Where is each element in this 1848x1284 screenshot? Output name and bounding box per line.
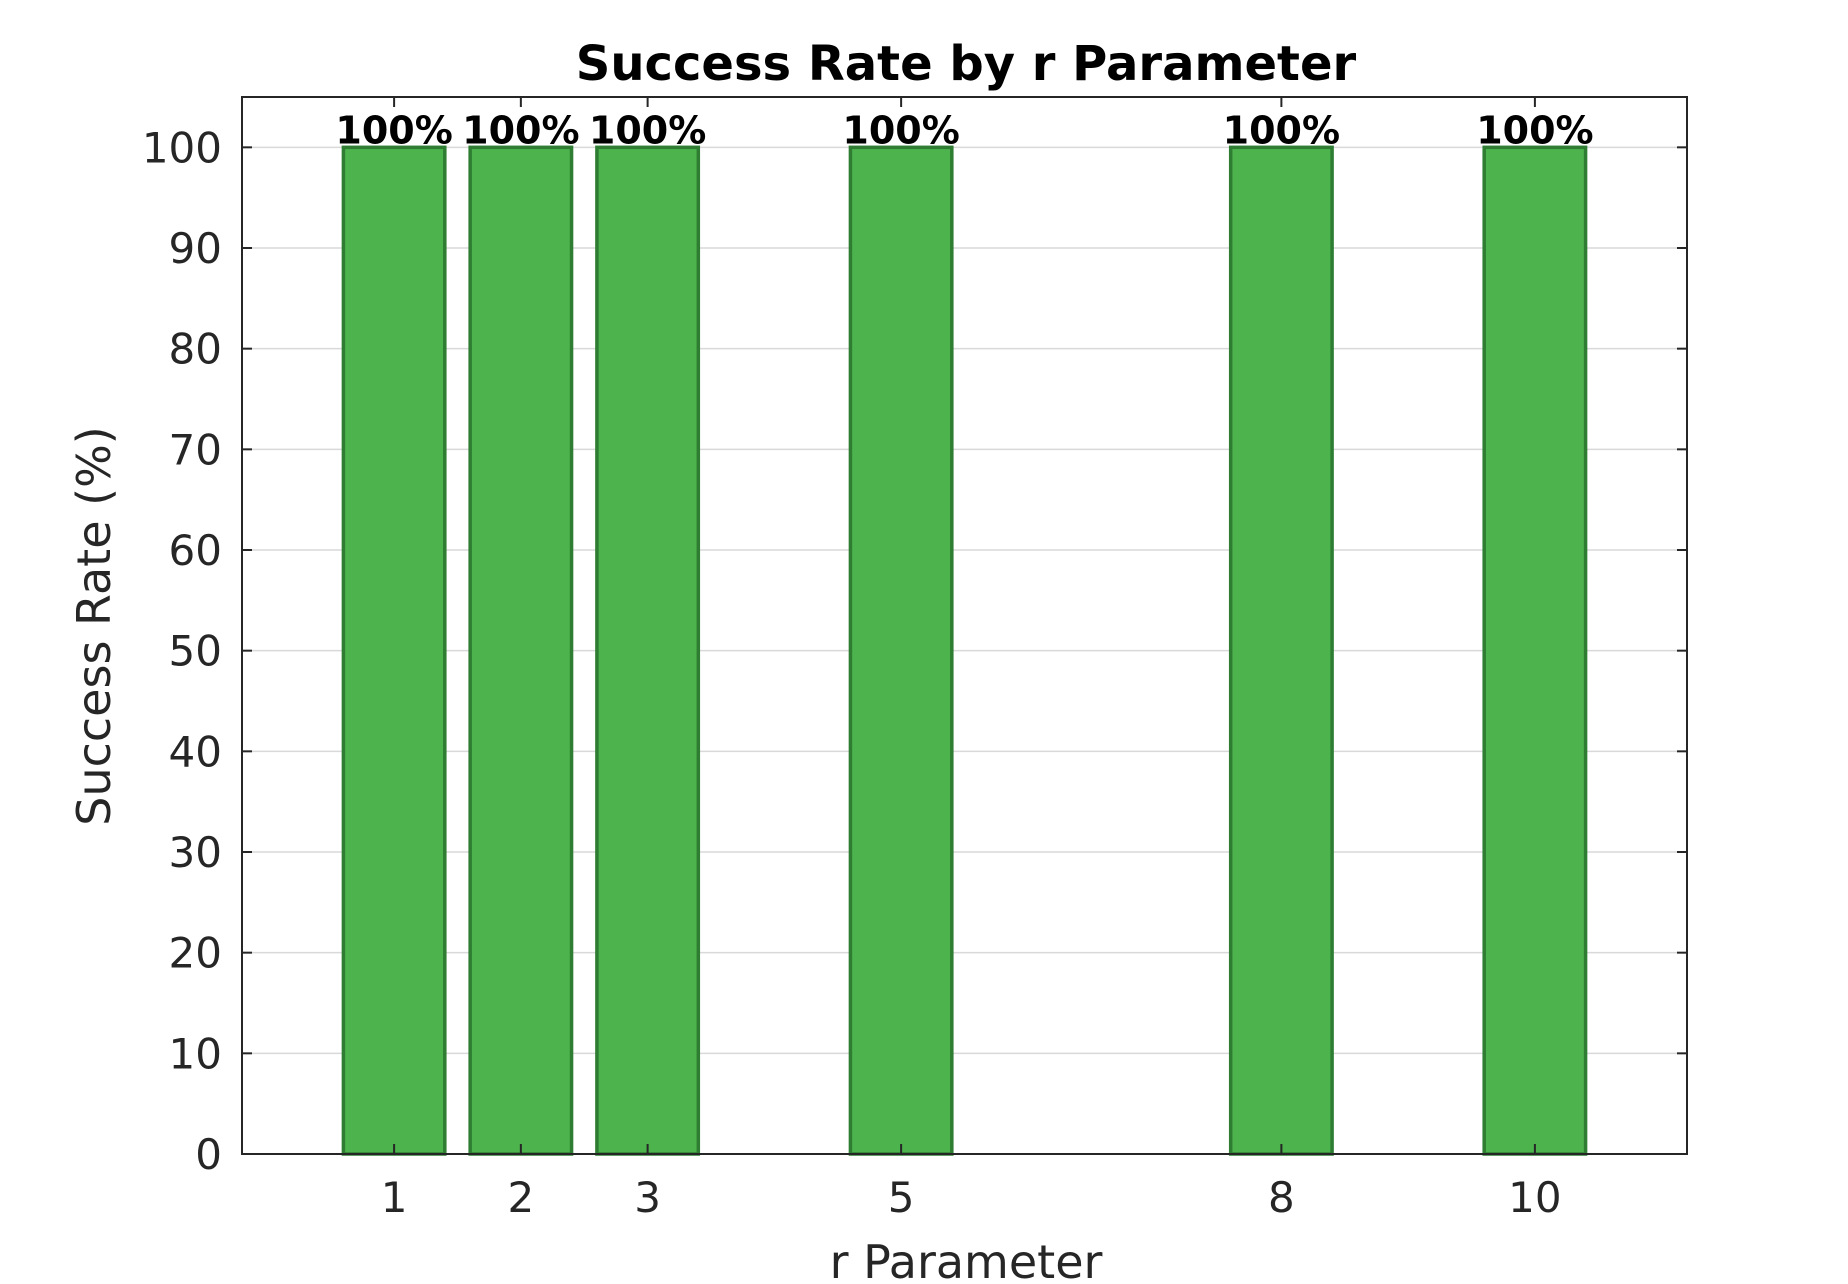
x-tick-labels: 1 2 3 5 8 10 bbox=[381, 1173, 1562, 1222]
bar bbox=[468, 145, 574, 1156]
x-tick-label: 1 bbox=[381, 1173, 408, 1222]
y-tick-label: 80 bbox=[169, 325, 222, 374]
y-tick-label: 100 bbox=[142, 123, 222, 172]
bar bbox=[595, 145, 701, 1156]
data-labels: 100% 100% 100% 100% 100% 100% bbox=[335, 108, 1593, 152]
bar bbox=[1228, 145, 1334, 1156]
x-tick-label: 3 bbox=[634, 1173, 661, 1222]
y-tick-label: 20 bbox=[169, 929, 222, 978]
bar-value-label: 100% bbox=[1476, 108, 1593, 152]
chart-title: Success Rate by r Parameter bbox=[576, 36, 1357, 92]
bar-value-label: 100% bbox=[335, 108, 452, 152]
x-tick-label: 10 bbox=[1508, 1173, 1561, 1222]
bar bbox=[1482, 145, 1588, 1156]
y-axis-label: Success Rate (%) bbox=[67, 426, 121, 826]
y-tick-label: 50 bbox=[169, 627, 222, 676]
bar-value-label: 100% bbox=[589, 108, 706, 152]
y-tick-label: 30 bbox=[169, 828, 222, 877]
y-tick-label: 10 bbox=[169, 1029, 222, 1078]
bar bbox=[341, 145, 447, 1156]
y-tick-labels: 0 10 20 30 40 50 60 70 80 90 100 bbox=[142, 123, 222, 1179]
y-tick-label: 60 bbox=[169, 526, 222, 575]
bar-value-label: 100% bbox=[462, 108, 579, 152]
tick-marks bbox=[242, 97, 1687, 1155]
x-tick-label: 8 bbox=[1268, 1173, 1295, 1222]
bar bbox=[848, 145, 954, 1156]
y-tick-label: 0 bbox=[195, 1130, 222, 1179]
y-tick-label: 40 bbox=[169, 727, 222, 776]
y-tick-label: 90 bbox=[169, 224, 222, 273]
grid-lines bbox=[242, 146, 1687, 1055]
bar-value-label: 100% bbox=[1223, 108, 1340, 152]
plot-frame bbox=[241, 96, 1688, 1155]
x-axis-label: r Parameter bbox=[830, 1235, 1103, 1284]
bar-value-label: 100% bbox=[842, 108, 959, 152]
x-tick-label: 5 bbox=[888, 1173, 915, 1222]
x-tick-label: 2 bbox=[507, 1173, 534, 1222]
y-tick-label: 70 bbox=[169, 425, 222, 474]
